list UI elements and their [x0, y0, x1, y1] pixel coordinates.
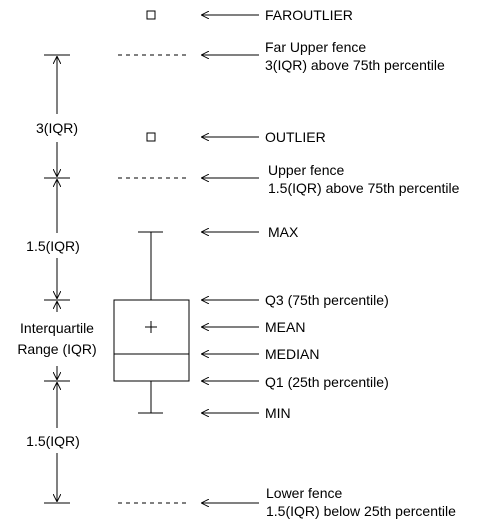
- three-iqr-label: 3(IQR): [36, 120, 78, 136]
- faroutlier-label: FAROUTLIER: [265, 7, 353, 23]
- far-outlier-marker: [146, 10, 156, 20]
- median-label: MEDIAN: [265, 346, 319, 362]
- lower-fence-label-line1: Lower fence: [266, 485, 342, 501]
- outlier-label: OUTLIER: [265, 129, 326, 145]
- iqr-box: [113, 299, 190, 382]
- interquartile-label-line1: Interquartile: [20, 320, 94, 336]
- lower-iqr-label: 1.5(IQR): [26, 433, 80, 449]
- q1-label: Q1 (25th percentile): [265, 374, 389, 390]
- max-label: MAX: [268, 224, 299, 240]
- upper-fence-label-line1: Upper fence: [268, 162, 344, 178]
- lower-fence-label-line2: 1.5(IQR) below 25th percentile: [266, 503, 456, 519]
- upper-fence-label-line2: 1.5(IQR) above 75th percentile: [268, 180, 460, 196]
- q3-label: Q3 (75th percentile): [265, 292, 389, 308]
- min-label: MIN: [265, 405, 291, 421]
- upper-iqr-label: 1.5(IQR): [26, 238, 80, 254]
- far-upper-fence-label-line2: 3(IQR) above 75th percentile: [265, 57, 445, 73]
- mean-label: MEAN: [265, 319, 305, 335]
- far-upper-fence-label-line1: Far Upper fence: [265, 39, 366, 55]
- outlier-marker: [146, 132, 156, 142]
- interquartile-label-line2: Range (IQR): [17, 341, 96, 357]
